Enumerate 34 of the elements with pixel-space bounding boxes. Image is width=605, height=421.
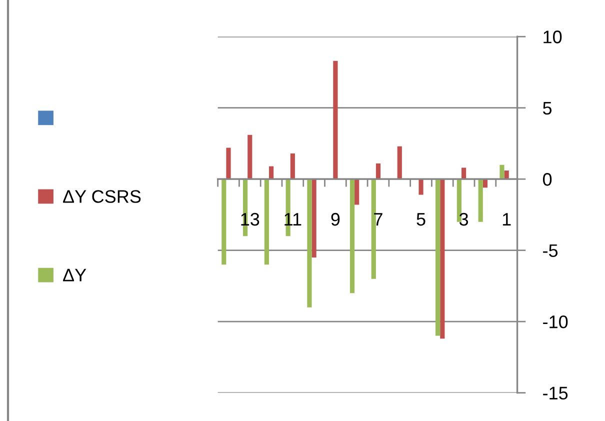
- y-tick-label: -10: [543, 315, 568, 328]
- bar: [333, 60, 338, 180]
- bar: [307, 179, 312, 308]
- x-tick-label: 3: [459, 212, 468, 226]
- bar: [500, 164, 504, 180]
- bar: [222, 179, 226, 265]
- bar: [226, 148, 231, 180]
- bar: [456, 179, 462, 222]
- bar: [376, 163, 381, 180]
- bar: [290, 153, 295, 180]
- y-tick-label: -5: [543, 244, 558, 258]
- bar: [312, 179, 316, 258]
- y-tick-label: 5: [542, 102, 552, 115]
- y-tick-label: -15: [543, 386, 568, 400]
- bar: [354, 179, 360, 205]
- bar: [504, 170, 509, 180]
- x-tick-label: 5: [416, 213, 426, 226]
- bar: [264, 179, 269, 265]
- bar: [248, 134, 252, 180]
- x-tick-label: 1: [502, 213, 511, 226]
- x-tick-label: 9: [331, 212, 340, 226]
- bar: [268, 166, 274, 180]
- bar: [397, 146, 402, 180]
- bar: [440, 179, 445, 339]
- y-tick-label: 0: [542, 173, 552, 186]
- bar: [371, 179, 376, 279]
- bar: [418, 179, 424, 195]
- bar: [350, 179, 355, 294]
- bar: [478, 179, 483, 222]
- bar: [462, 168, 466, 180]
- legend-label: ΔY CSRS: [63, 190, 141, 203]
- legend-label: ΔY: [63, 268, 86, 282]
- y-tick-label: 10: [544, 30, 562, 44]
- bar: [436, 179, 440, 336]
